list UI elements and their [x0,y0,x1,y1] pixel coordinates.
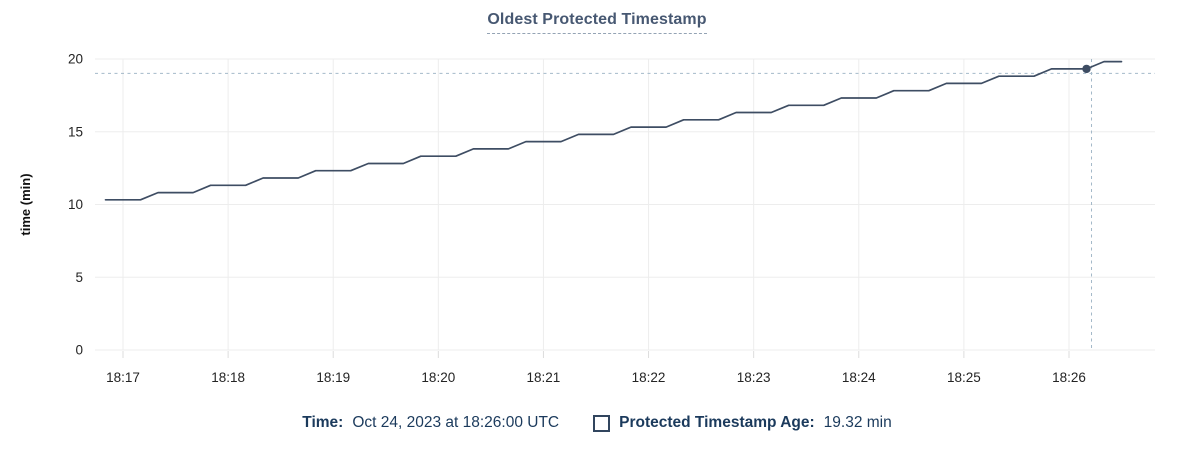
chart-title[interactable]: Oldest Protected Timestamp [487,11,707,34]
x-tick-label: 18:23 [737,370,771,385]
series-toggle-checkbox[interactable] [593,414,611,432]
y-tick-label: 20 [68,52,83,67]
x-tick-label: 18:18 [211,370,245,385]
x-tick-label: 18:22 [632,370,666,385]
chart-header: Oldest Protected Timestamp [0,0,1194,45]
legend-time-value: Oct 24, 2023 at 18:26:00 UTC [352,414,560,431]
y-tick-label: 5 [75,270,83,285]
x-tick-label: 18:24 [842,370,876,385]
legend-series-value: 19.32 min [823,414,892,431]
x-tick-label: 18:25 [947,370,981,385]
series-line [104,60,1123,201]
x-tick-label: 18:26 [1052,370,1086,385]
x-tick-label: 18:21 [527,370,561,385]
x-tick-label: 18:19 [316,370,350,385]
legend-time-label: Time: [302,414,344,431]
y-tick-label: 10 [68,197,83,212]
y-tick-label: 15 [68,124,83,139]
hover-point-dot [1082,64,1091,74]
y-tick-label: 0 [75,343,83,358]
chart-legend: Time: Oct 24, 2023 at 18:26:00 UTC Prote… [0,414,1194,432]
y-axis-title: time (min) [18,173,33,235]
x-tick-label: 18:20 [421,370,455,385]
legend-series-label: Protected Timestamp Age: [619,414,815,431]
timeseries-plot-area[interactable]: 0 5 10 15 20 18:17 18:18 18:19 18:20 18:21 18:22 18… [0,45,1194,390]
x-tick-label: 18:17 [106,370,140,385]
